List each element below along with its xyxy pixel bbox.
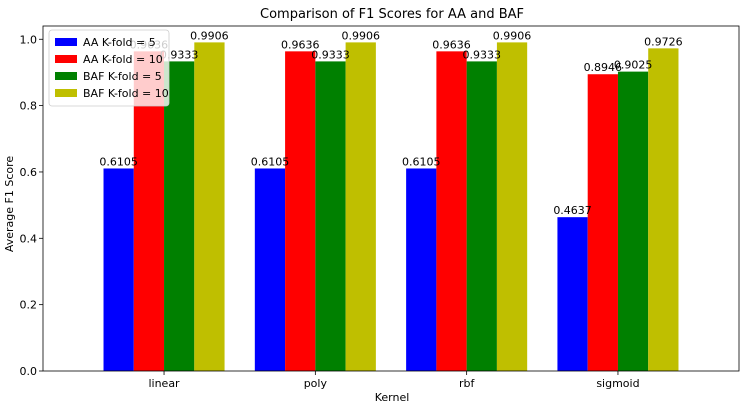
value-label-poly-series-1: 0.6105: [251, 155, 290, 168]
legend-label-series-3: BAF K-fold = 5: [83, 70, 162, 83]
bars-layer: [103, 42, 679, 372]
bar-rbf-series-4: [496, 42, 528, 371]
bar-sigmoid-series-1: [557, 217, 588, 371]
legend-swatch-series-4: [55, 89, 77, 97]
x-axis-label: Kernel: [375, 391, 410, 404]
bar-sigmoid-series-3: [617, 71, 649, 372]
bar-poly-series-1: [254, 168, 286, 371]
value-label-sigmoid-series-3: 0.9025: [614, 59, 653, 72]
x-tick-label-sigmoid: sigmoid: [596, 377, 639, 390]
value-label-rbf-series-2: 0.9636: [432, 38, 471, 51]
bar-rbf-series-1: [406, 168, 437, 371]
value-label-sigmoid-series-2: 0.8946: [584, 61, 623, 74]
y-tick-label: 0.4: [20, 232, 38, 245]
axes-layer: 0.0 0.2 0.4 0.6 0.8 1.0 linear poly rbf sigmoid: [20, 25, 740, 390]
legend-label-series-4: BAF K-fold = 10: [83, 87, 169, 100]
bar-poly-series-4: [345, 42, 376, 371]
value-label-rbf-series-3: 0.9333: [463, 48, 502, 61]
value-label-linear-series-1: 0.6105: [99, 155, 138, 168]
legend: AA K-fold = 5 AA K-fold = 10 BAF K-fold = …: [48, 29, 170, 107]
y-tick-label: 0.2: [20, 299, 38, 312]
bar-rbf-series-2: [436, 51, 467, 371]
value-label-poly-series-3: 0.9333: [311, 48, 350, 61]
y-tick-label: 0.8: [20, 100, 38, 113]
value-label-sigmoid-series-1: 0.4637: [553, 204, 592, 217]
value-label-poly-series-2: 0.9636: [281, 38, 320, 51]
bar-poly-series-3: [315, 61, 346, 372]
legend-label-series-2: AA K-fold = 10: [83, 53, 163, 66]
value-label-sigmoid-series-4: 0.9726: [644, 35, 683, 48]
y-tick-label: 0.6: [20, 166, 38, 179]
chart-title: Comparison of F1 Scores for AA and BAF: [260, 7, 524, 22]
x-tick-label-rbf: rbf: [459, 377, 476, 390]
bar-poly-series-2: [285, 51, 316, 371]
bar-linear-series-3: [164, 61, 195, 372]
y-tick-label: 0.0: [20, 365, 38, 378]
bar-sigmoid-series-4: [648, 48, 679, 372]
legend-box: [48, 29, 170, 107]
value-label-rbf-series-1: 0.6105: [402, 155, 441, 168]
value-label-linear-series-4: 0.9906: [190, 29, 229, 42]
bar-sigmoid-series-2: [587, 74, 618, 372]
legend-label-series-1: AA K-fold = 5: [83, 36, 156, 49]
x-tick-label-poly: poly: [304, 377, 328, 390]
legend-swatch-series-3: [55, 72, 77, 80]
value-label-poly-series-4: 0.9906: [341, 29, 380, 42]
x-tick-label-linear: linear: [148, 377, 180, 390]
value-label-rbf-series-4: 0.9906: [493, 29, 532, 42]
legend-swatch-series-2: [55, 55, 77, 63]
bar-linear-series-4: [194, 42, 225, 371]
bar-linear-series-1: [103, 168, 134, 371]
plot-frame: [42, 25, 740, 372]
y-tick-label: 1.0: [20, 33, 38, 46]
value-label-linear-series-3: 0.9333: [160, 48, 199, 61]
legend-swatch-series-1: [55, 38, 77, 46]
y-axis-label: Average F1 Score: [3, 156, 16, 253]
bar-rbf-series-3: [466, 61, 497, 372]
